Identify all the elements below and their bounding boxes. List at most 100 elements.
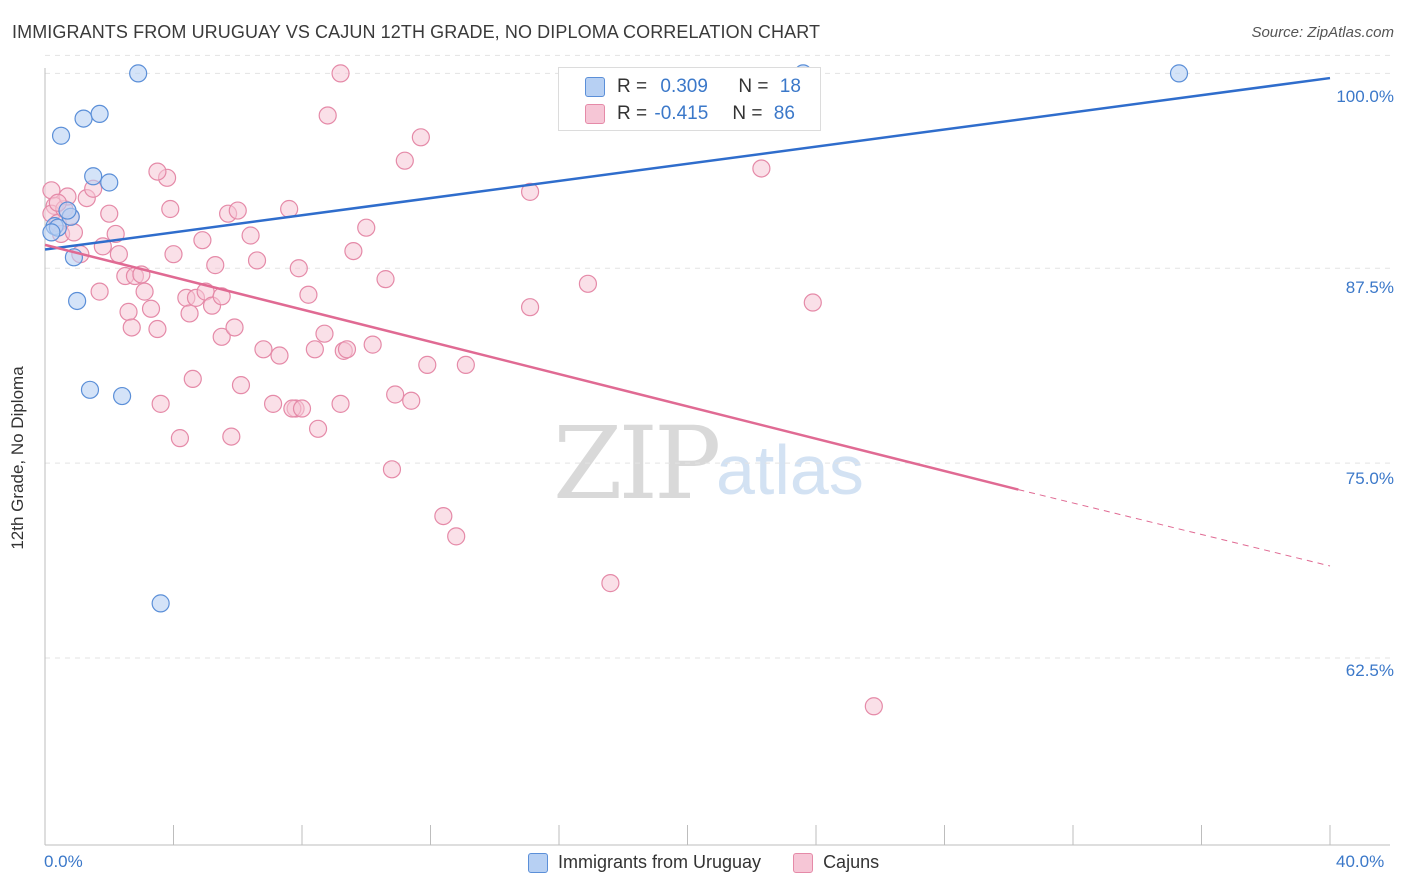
cajuns-point	[292, 399, 312, 418]
cajuns-point	[119, 302, 138, 321]
x-tick-label: 0.0%	[44, 852, 83, 871]
legend-row-cajuns: R = -0.415 N = 86	[585, 103, 795, 125]
cajuns-point	[382, 460, 402, 479]
cajuns-point	[148, 319, 167, 339]
y-tick-label: 100.0%	[1336, 87, 1394, 106]
cajuns-swatch	[793, 852, 814, 873]
cajuns-point	[308, 419, 328, 438]
legend-item-cajuns[interactable]: Cajuns	[793, 852, 879, 873]
cajuns-point	[254, 340, 273, 359]
cajuns-point	[212, 287, 231, 306]
r-value: 0.309	[660, 76, 708, 97]
y-axis-label: 12th Grade, No Diploma	[8, 366, 27, 550]
cajuns-point	[376, 270, 395, 289]
cajuns-point	[109, 245, 128, 264]
cajuns-point	[344, 241, 363, 261]
y-tick-label: 75.0%	[1345, 469, 1394, 488]
cajuns-point	[318, 106, 337, 125]
cajuns-point	[148, 162, 167, 181]
uruguay-points	[42, 64, 1189, 613]
uruguay-point	[84, 167, 103, 186]
uruguay-point	[100, 173, 119, 192]
cajuns-point	[225, 318, 244, 337]
cajuns-point	[222, 427, 241, 446]
cajuns-point	[357, 218, 376, 237]
chart-title: IMMIGRANTS FROM URUGUAY VS CAJUN 12TH GR…	[12, 22, 821, 42]
uruguay-point	[129, 64, 148, 83]
cajuns-point	[363, 335, 382, 354]
cajuns-point	[135, 282, 154, 301]
cajuns-point	[331, 64, 350, 83]
uruguay-point	[42, 223, 61, 242]
cajuns-point	[434, 506, 453, 526]
cajuns-point	[864, 697, 883, 716]
cajuns-point	[520, 182, 540, 201]
cajuns-point	[241, 226, 260, 245]
y-tick-label: 87.5%	[1345, 278, 1394, 297]
cajuns-point	[305, 340, 324, 359]
uruguay-point	[68, 291, 87, 311]
cajuns-point	[161, 199, 180, 219]
cajuns-point	[752, 159, 771, 178]
cajuns-point	[170, 429, 190, 448]
cajuns-point	[212, 327, 231, 346]
uruguay-point	[80, 380, 100, 399]
cajuns-point	[331, 394, 350, 413]
n-label: N =	[738, 76, 769, 97]
cajuns-point	[106, 224, 125, 244]
x-tick-label: 40.0%	[1336, 852, 1385, 871]
trend-lines	[44, 76, 1331, 567]
n-label: N =	[732, 103, 763, 124]
cajuns-point	[90, 282, 109, 301]
cajuns-point	[141, 299, 161, 318]
cajuns-point	[151, 394, 170, 413]
series-legend: Immigrants from Uruguay Cajuns	[528, 852, 911, 873]
legend-label: Immigrants from Uruguay	[558, 852, 762, 872]
n-value: 18	[779, 76, 801, 97]
cajuns-point	[231, 376, 251, 395]
cajuns-points	[42, 64, 883, 716]
stats-legend: R = 0.309 N = 18 R = -0.415 N = 86	[558, 67, 821, 131]
uruguay-swatch	[528, 852, 548, 873]
y-tick-label: 62.5%	[1345, 661, 1394, 680]
r-label: R =	[617, 103, 648, 124]
cajuns-point	[247, 251, 267, 270]
axes	[44, 68, 1390, 846]
cajuns-point	[386, 385, 405, 404]
uruguay-point	[51, 126, 71, 145]
uruguay-point	[58, 201, 77, 220]
cajuns-point	[206, 256, 225, 275]
cajuns-point	[520, 298, 540, 317]
legend-item-uruguay[interactable]: Immigrants from Uruguay	[528, 852, 761, 873]
cajuns-point	[183, 369, 202, 389]
legend-label: Cajuns	[823, 852, 880, 872]
cajuns-point	[289, 259, 308, 278]
cajuns-swatch	[585, 104, 605, 124]
cajuns-point	[601, 574, 620, 593]
cajuns-point	[456, 355, 475, 374]
grid-lines	[45, 54, 1390, 659]
r-label: R =	[617, 76, 648, 97]
cajuns-point	[228, 201, 247, 220]
cajuns-point	[411, 128, 430, 147]
cajuns-trend-extension	[1018, 489, 1331, 567]
legend-row-uruguay: R = 0.309 N = 18	[585, 76, 801, 98]
cajuns-point	[337, 340, 357, 359]
uruguay-point	[112, 386, 132, 406]
cajuns-point	[164, 245, 183, 264]
cajuns-point	[402, 391, 421, 410]
uruguay-trend-line	[44, 76, 1331, 251]
r-value: -0.415	[654, 103, 709, 124]
uruguay-point	[90, 104, 109, 124]
cajuns-point	[395, 151, 414, 170]
cajuns-point	[578, 274, 598, 293]
cajuns-point	[193, 231, 212, 250]
cajuns-point	[263, 394, 283, 413]
cajuns-point	[270, 346, 289, 365]
cajuns-point	[315, 324, 334, 343]
uruguay-point	[1169, 64, 1189, 83]
cajuns-trend-line	[44, 243, 1019, 491]
uruguay-point	[151, 594, 170, 613]
cajuns-point	[64, 223, 84, 242]
